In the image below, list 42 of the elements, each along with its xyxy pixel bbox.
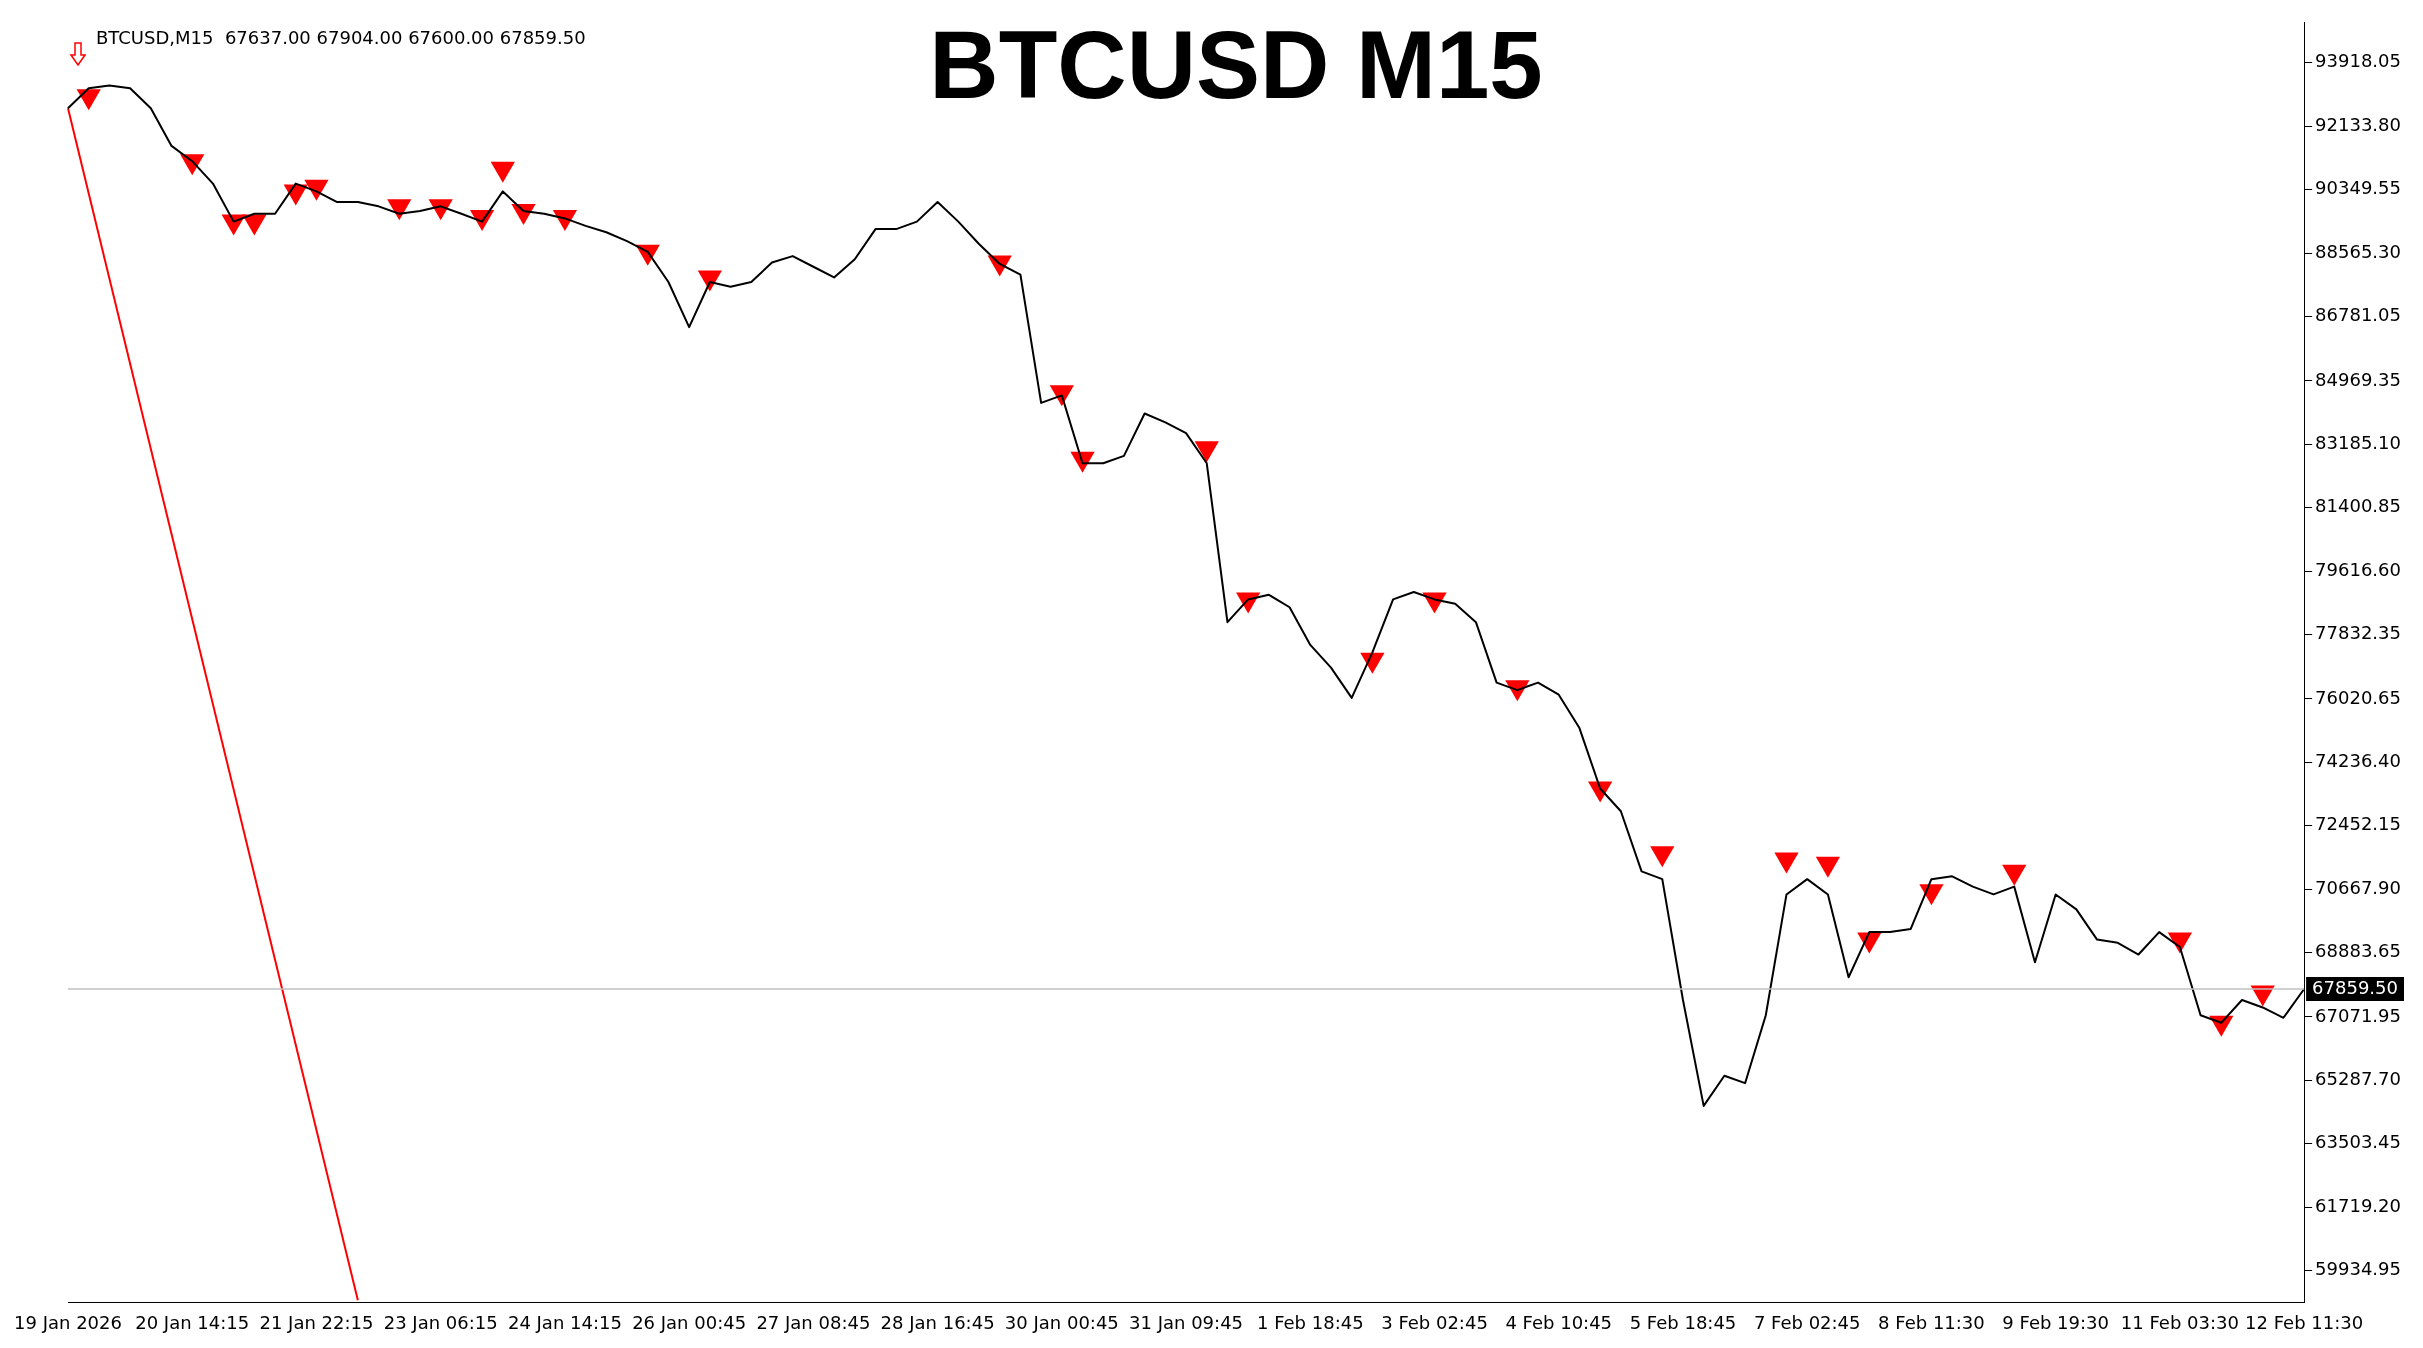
x-tick-label: 21 Jan 22:15 (259, 1311, 374, 1333)
x-tick-label: 31 Jan 09:45 (1129, 1311, 1244, 1333)
y-tick-label: 86781.05 (2315, 304, 2401, 326)
x-tick-label: 26 Jan 00:45 (632, 1311, 747, 1333)
x-tick-label: 23 Jan 06:15 (383, 1311, 498, 1333)
x-tick-label: 4 Feb 10:45 (1505, 1311, 1613, 1333)
y-tick-label: 81400.85 (2315, 495, 2401, 517)
y-tick-label: 79616.60 (2315, 558, 2401, 580)
y-tick-label: 61719.20 (2315, 1194, 2401, 1216)
x-tick-label: 24 Jan 14:15 (507, 1311, 622, 1333)
y-tick-label: 77832.35 (2315, 622, 2401, 644)
y-tick-label: 59934.95 (2315, 1258, 2401, 1280)
x-tick-label: 8 Feb 11:30 (1878, 1311, 1985, 1333)
annotation: BTCUSD,M15 67637.00 67904.00 67600.00 67859.50 (96, 26, 586, 48)
x-tick-label: 11 Feb 03:30 (2120, 1311, 2239, 1333)
x-tick-label: 12 Feb 11:30 (2245, 1311, 2364, 1333)
x-tick-label: 5 Feb 18:45 (1629, 1311, 1737, 1333)
y-tick-label: 63503.45 (2315, 1131, 2401, 1153)
y-tick-label: 68883.65 (2315, 940, 2401, 962)
x-tick-label: 1 Feb 18:45 (1256, 1311, 1364, 1333)
y-tick-label: 83185.10 (2315, 431, 2401, 453)
y-tick-label: 74236.40 (2315, 750, 2401, 772)
x-tick-label: 7 Feb 02:45 (1753, 1311, 1861, 1333)
y-tick-label: 84969.35 (2315, 368, 2401, 390)
x-tick-label: 19 Jan 2026 (14, 1311, 122, 1333)
x-tick-label: 28 Jan 16:45 (880, 1311, 995, 1333)
chart-title: BTCUSD M15 (929, 11, 1543, 119)
x-tick-label: 20 Jan 14:15 (135, 1311, 250, 1333)
y-tick-label: 65287.70 (2315, 1068, 2401, 1090)
y-tick-label: 72452.15 (2315, 813, 2401, 835)
x-tick-label: 3 Feb 02:45 (1381, 1311, 1488, 1333)
y-tick-label: 92133.80 (2315, 113, 2401, 135)
x-tick-label: 27 Jan 08:45 (756, 1311, 871, 1333)
x-tick-label: 9 Feb 19:30 (2002, 1311, 2109, 1333)
y-tick-label: 88565.30 (2315, 240, 2401, 262)
y-tick-label: 70667.90 (2315, 876, 2401, 898)
y-tick-label: 93918.05 (2315, 50, 2401, 72)
y-tick-label: 76020.65 (2315, 686, 2401, 708)
y-tick-label: 90349.55 (2315, 177, 2401, 199)
ref-line-label: 67859.50 (2312, 976, 2398, 998)
x-tick-label: 30 Jan 00:45 (1004, 1311, 1119, 1333)
y-tick-label: 67071.95 (2315, 1004, 2401, 1026)
